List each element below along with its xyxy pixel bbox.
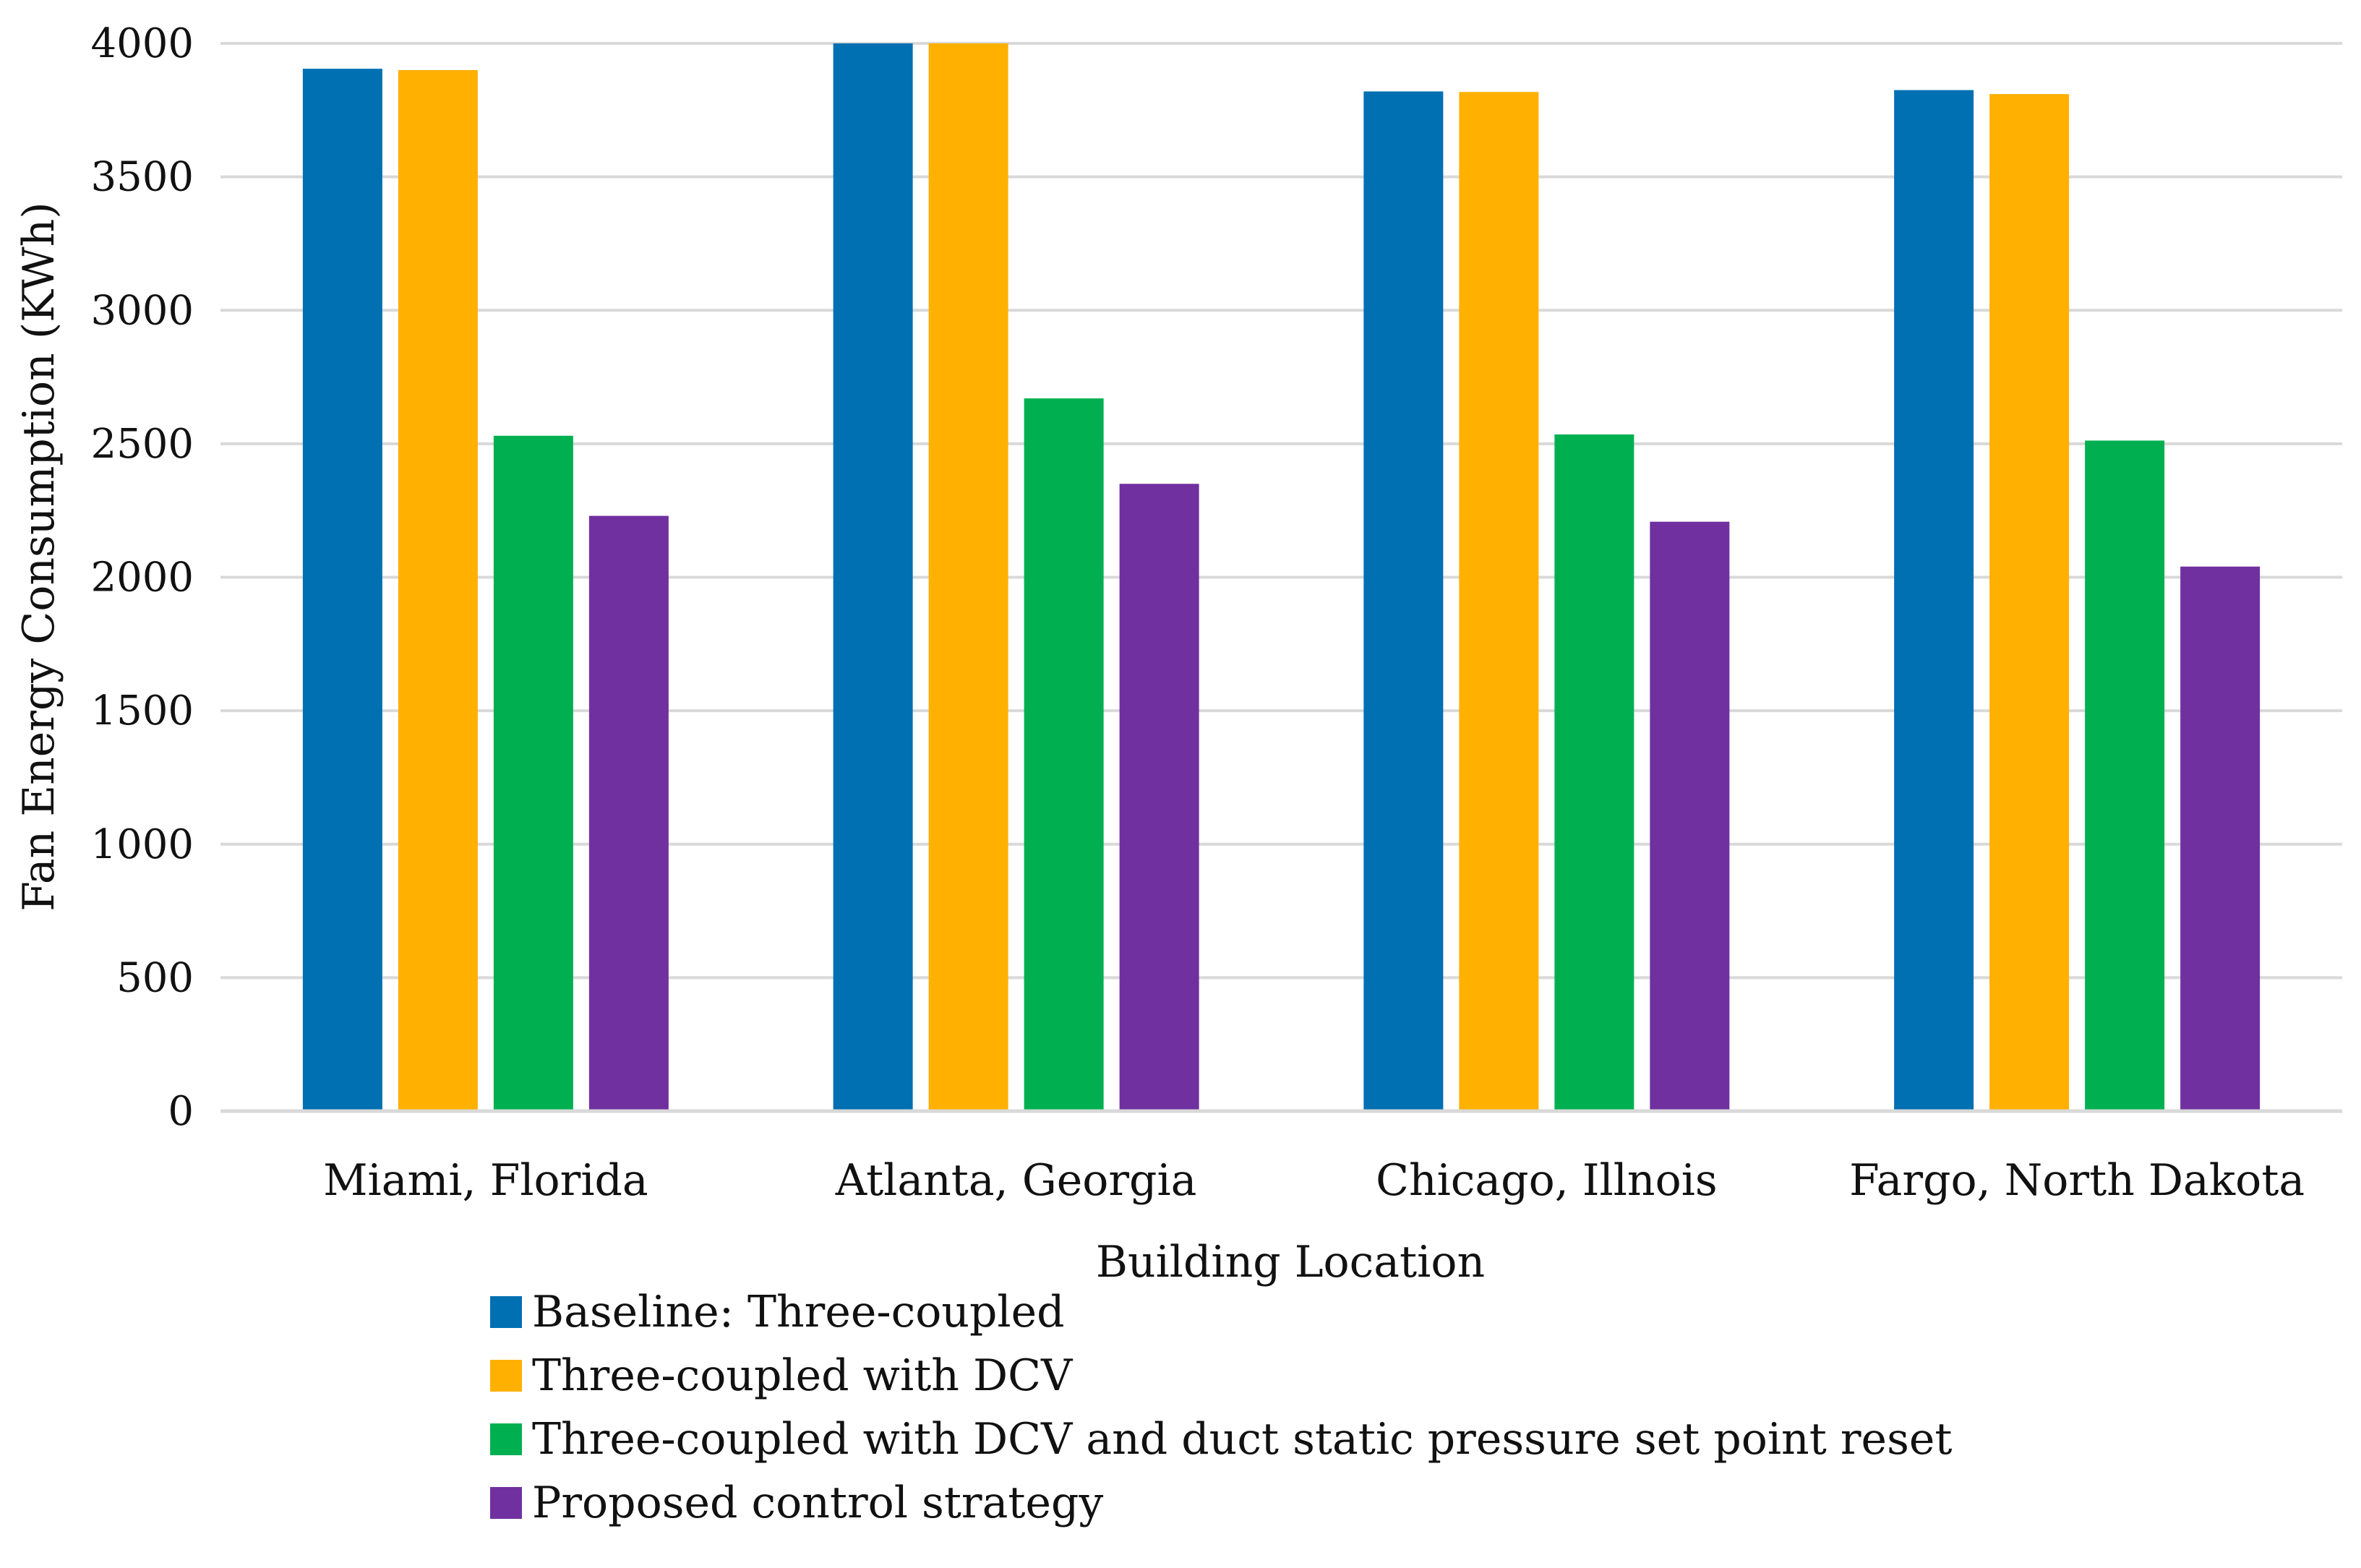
x-category-label: Miami, Florida — [323, 1155, 648, 1206]
bar — [493, 435, 573, 1111]
x-category-labels: Miami, Florida Atlanta, Georgia Chicago, I… — [323, 1155, 2305, 1206]
legend-label: Proposed control strategy — [532, 1478, 1103, 1528]
bar — [928, 43, 1008, 1111]
legend-label: Baseline: Three-coupled — [532, 1287, 1065, 1337]
bar — [2180, 566, 2261, 1111]
bar — [1650, 521, 1730, 1111]
bar — [1024, 398, 1104, 1111]
bar — [302, 69, 382, 1112]
y-tick-label: 3500 — [90, 154, 194, 201]
bar — [1459, 92, 1539, 1112]
legend-swatch — [490, 1360, 522, 1392]
y-tick-label: 4000 — [90, 20, 194, 67]
gridlines — [220, 42, 2342, 980]
y-tick-label: 2000 — [90, 554, 194, 601]
y-tick-label: 1000 — [90, 821, 194, 868]
x-category-label: Chicago, Illnois — [1376, 1155, 1718, 1206]
bar — [2085, 440, 2165, 1111]
bar — [833, 43, 913, 1111]
y-axis-title: Fan Energy Consumption (KWh) — [14, 202, 64, 911]
y-tick-labels: 0 500 1000 1500 2000 2500 3000 3500 4000 — [90, 20, 194, 1135]
y-tick-label: 500 — [116, 954, 194, 1001]
x-category-label: Atlanta, Georgia — [835, 1155, 1197, 1206]
x-axis-title: Building Location — [1096, 1237, 1485, 1288]
legend-label: Three-coupled with DCV — [532, 1350, 1074, 1401]
legend: Baseline: Three-coupled Three-coupled wit… — [490, 1287, 1952, 1528]
legend-label: Three-coupled with DCV and duct static p… — [532, 1414, 1952, 1465]
bar — [1119, 484, 1199, 1111]
bar — [1894, 90, 1974, 1111]
bar — [1363, 91, 1444, 1112]
y-tick-label: 3000 — [90, 287, 194, 334]
y-tick-label: 1500 — [90, 687, 194, 734]
bar — [1989, 94, 2070, 1112]
bar — [398, 69, 478, 1111]
y-tick-label: 0 — [168, 1088, 194, 1135]
x-category-label: Fargo, North Dakota — [1849, 1155, 2305, 1206]
bar — [1554, 434, 1634, 1111]
bars — [302, 43, 2261, 1112]
legend-swatch — [490, 1487, 522, 1519]
legend-swatch — [490, 1423, 522, 1455]
legend-swatch — [490, 1296, 522, 1328]
bar — [588, 515, 669, 1111]
y-tick-label: 2500 — [90, 421, 194, 468]
